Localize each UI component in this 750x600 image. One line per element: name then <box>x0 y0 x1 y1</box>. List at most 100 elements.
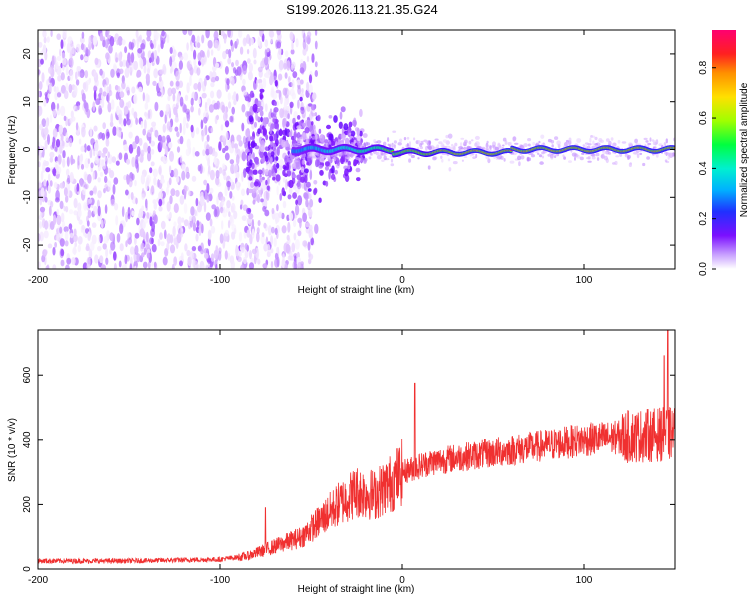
spectrogram-cell <box>129 263 133 269</box>
spectrogram-cell <box>38 69 41 75</box>
spectrogram-cell <box>102 91 107 97</box>
spectrogram-cell <box>215 169 220 179</box>
spectrogram-cell <box>528 152 533 156</box>
spectrogram-cell <box>520 155 525 160</box>
spectrogram-cell <box>518 161 521 167</box>
spectrogram-cell <box>574 156 576 161</box>
spectrogram-cell <box>526 156 530 162</box>
spectrogram-cell <box>269 156 273 165</box>
spectrogram-cell <box>621 141 627 144</box>
spectrogram-cell <box>93 70 97 78</box>
spectrogram-cell <box>185 122 189 129</box>
snr-y-tick-label: 0 <box>22 566 33 572</box>
spectrogram-cell <box>340 106 346 113</box>
spectrogram-cell <box>262 117 268 125</box>
spectrogram-cell <box>108 45 113 54</box>
spectrogram-cell <box>330 173 336 180</box>
spectrogram-cell <box>285 179 288 190</box>
spectrogram-cell <box>325 180 329 187</box>
spectrogram-cell <box>261 167 265 176</box>
spectrogram-cell <box>66 156 70 167</box>
spectrogram-cell <box>381 159 385 162</box>
spectrogram-cell <box>324 139 329 144</box>
spectrogram-cell <box>152 80 157 86</box>
spectrogram-cell <box>532 141 536 146</box>
spectrogram-cell <box>307 36 311 45</box>
spectrogram-cell <box>198 227 202 236</box>
spectrogram-cell <box>279 108 284 119</box>
spectrogram-cell <box>169 80 174 87</box>
spectrogram-cell <box>318 128 322 134</box>
spectrogram-cell <box>197 204 202 213</box>
spectrogram-cell <box>248 213 254 220</box>
spectrogram-cell <box>236 134 242 142</box>
spectrogram-cell <box>205 75 210 81</box>
spectrogram-cell <box>205 264 208 269</box>
spectrogram-cell <box>461 159 464 162</box>
spectrogram-cell <box>140 242 145 250</box>
spectrogram-cell <box>84 143 87 153</box>
spectrogram-cell <box>143 65 147 74</box>
spectrogram-cell <box>527 138 532 142</box>
spectrogram-cell <box>177 216 182 226</box>
spectrogram-cell <box>207 258 212 264</box>
spectrogram-cell <box>255 161 259 165</box>
spectrogram-cell <box>210 82 215 88</box>
spectrogram-cell <box>257 36 261 47</box>
spectrogram-cell <box>151 244 157 253</box>
spectrogram-cell <box>252 103 258 113</box>
spectrogram-cell <box>123 105 129 115</box>
spectrogram-cell <box>199 163 203 175</box>
spectrogram-cell <box>225 49 230 55</box>
spectrogram-cell <box>136 253 141 263</box>
spectrogram-cell <box>340 156 344 165</box>
spectrogram-cell <box>229 159 235 165</box>
spectrogram-cell <box>87 174 92 184</box>
spectrogram-cell <box>454 142 458 147</box>
spectrogram-cell <box>186 82 190 94</box>
spectrogram-cell <box>292 219 297 228</box>
spectrogram-cell <box>164 114 167 124</box>
spectrogram-cell <box>509 160 515 164</box>
spectrogram-cell <box>86 263 91 269</box>
spectrogram-cell <box>83 56 89 62</box>
spectrogram-cell <box>38 261 41 269</box>
spectrogram-cell <box>472 156 476 160</box>
spectrogram-cell <box>286 60 291 71</box>
spectrogram-cell <box>664 151 669 155</box>
spectrogram-cell <box>84 70 89 79</box>
spectrogram-cell <box>279 128 283 136</box>
spectrogram-cell <box>236 181 239 187</box>
spectrogram-cell <box>194 151 200 157</box>
spectrogram-cell <box>48 205 52 216</box>
spectrogram-cell <box>235 171 240 179</box>
spectrogram-cell <box>123 144 129 152</box>
spectrogram-cell <box>255 112 258 121</box>
spectrogram-cell <box>196 220 200 227</box>
spectrogram-cell <box>406 136 410 140</box>
spectrogram-cell <box>459 142 463 147</box>
spectrogram-cell <box>186 42 189 51</box>
spectrogram-cell <box>103 156 107 162</box>
spectrogram-cell <box>288 187 293 194</box>
spectrogram-cell <box>81 224 85 231</box>
snr-x-ticks: -200 -100 0 100 <box>28 330 593 586</box>
spectrogram-cell <box>204 252 209 259</box>
spectrogram-cell <box>201 58 205 66</box>
spectrogram-cell <box>474 135 480 140</box>
spectrogram-cell <box>299 136 303 139</box>
spectrogram-cell <box>355 157 360 160</box>
spectrogram-cell <box>403 137 407 141</box>
spectrogram-cell <box>40 187 45 198</box>
colorbar: 0.0 0.2 0.4 0.6 0.8 Normalized spectral ampl… <box>698 30 750 276</box>
spectrogram-cell <box>312 92 317 100</box>
spectrogram-cell <box>51 55 55 67</box>
spectrogram-cell <box>460 137 465 140</box>
spectrogram-cell <box>359 156 364 163</box>
spectrogram-cell <box>313 188 317 196</box>
spectrogram-cell <box>344 168 349 177</box>
spectrogram-cell <box>297 217 303 224</box>
spectrogram-cell <box>663 142 667 146</box>
spectrogram-cell <box>229 191 233 199</box>
